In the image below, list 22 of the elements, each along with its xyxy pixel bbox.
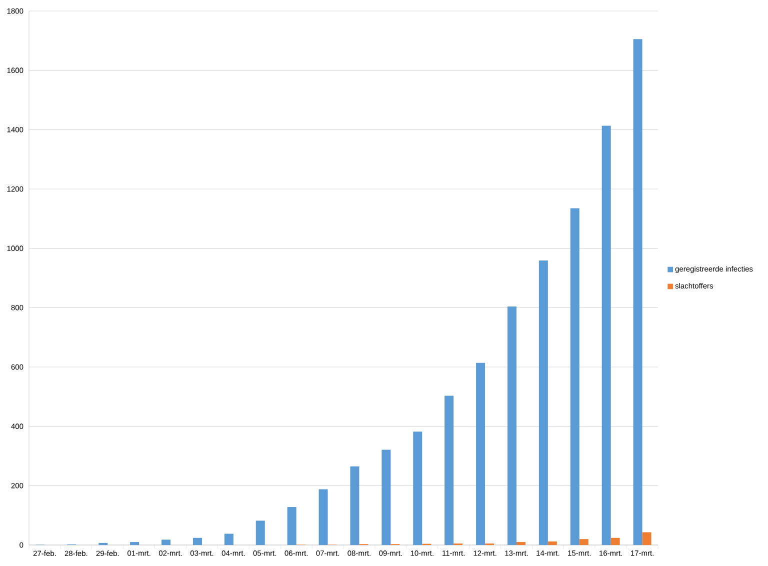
bar xyxy=(610,538,620,545)
bar xyxy=(224,534,234,545)
bar xyxy=(602,126,611,545)
bar xyxy=(579,539,588,545)
bar xyxy=(538,260,548,545)
bar xyxy=(642,532,652,545)
bar xyxy=(192,538,202,545)
bar xyxy=(633,39,642,545)
bar xyxy=(382,450,391,545)
bar xyxy=(507,306,516,545)
bar xyxy=(350,466,360,545)
bar xyxy=(476,362,486,545)
bar xyxy=(287,507,296,545)
bar xyxy=(162,540,171,545)
bar xyxy=(130,542,140,545)
bar xyxy=(570,208,580,545)
bar xyxy=(516,542,526,545)
bar xyxy=(548,541,557,545)
bar xyxy=(318,489,328,545)
bar xyxy=(413,432,422,545)
bar xyxy=(256,520,265,545)
bar xyxy=(444,396,454,545)
